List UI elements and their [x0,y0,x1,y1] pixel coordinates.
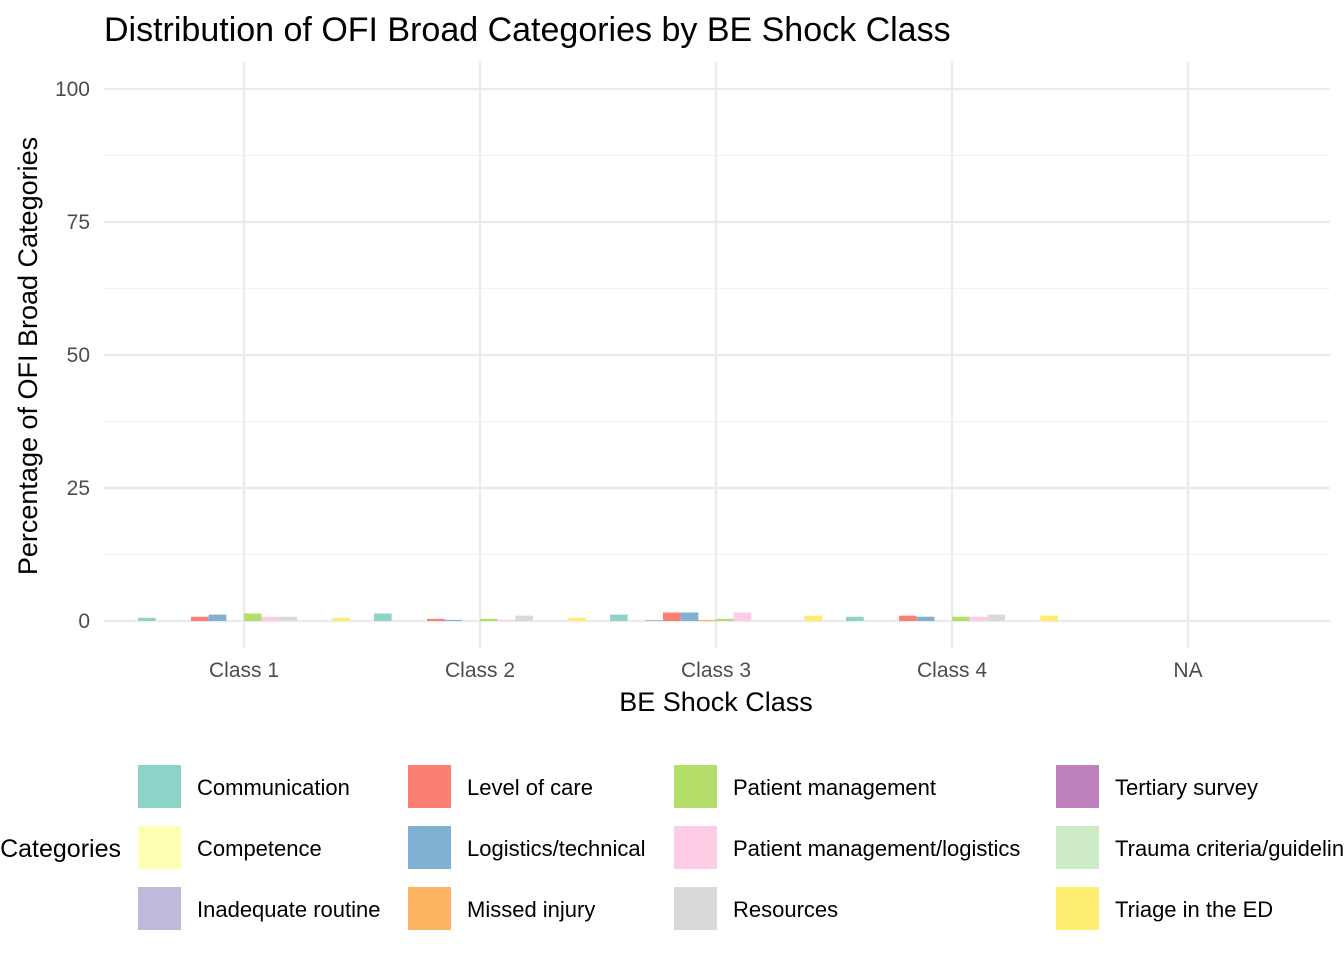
legend-label: Triage in the ED [1115,897,1273,922]
x-tick-label: Class 3 [681,659,751,682]
bar [480,618,498,621]
bar [716,618,734,621]
legend-label: Logistics/technical [467,836,646,861]
y-tick-label: 25 [67,477,90,500]
bar [138,617,156,621]
bar [568,617,586,621]
legend-label: Tertiary survey [1115,775,1258,800]
bar [916,616,935,621]
y-axis-ticks: 0 25 50 75 100 [55,78,90,633]
bar [698,619,716,621]
bar [261,616,280,621]
legend-swatch [1056,765,1099,808]
bar [279,616,297,621]
y-tick-label: 75 [67,211,90,234]
bar [804,615,822,621]
bars [138,612,1058,621]
bar [332,617,350,621]
legend-swatch [408,765,451,808]
legend-label: Communication [197,775,350,800]
bar [515,615,533,621]
bar [899,615,917,621]
x-tick-label: Class 4 [917,659,987,682]
legend: Categories Communication Competence Inadeq… [0,765,1344,930]
legend-label: Inadequate routine [197,897,381,922]
bar [969,616,988,621]
y-tick-label: 100 [55,78,90,101]
y-tick-label: 50 [67,344,90,367]
x-tick-label: Class 1 [209,659,279,682]
bar [610,614,628,621]
bar [645,619,663,621]
legend-label: Missed injury [467,897,595,922]
legend-label: Resources [733,897,838,922]
legend-label: Level of care [467,775,593,800]
bar [208,614,227,621]
bar [444,619,463,621]
legend-swatch [674,887,717,930]
chart-title: Distribution of OFI Broad Categories by … [104,11,951,49]
x-axis-ticks: Class 1 Class 2 Class 3 Class 4 NA [209,659,1203,682]
bar [846,616,864,621]
legend-swatch [674,826,717,869]
bar [1040,615,1058,621]
x-tick-label: NA [1173,659,1202,682]
legend-label: Competence [197,836,322,861]
bar [680,612,699,621]
bar [663,612,681,621]
legend-title: Categories [0,835,121,863]
bar [497,619,516,621]
legend-label: Trauma criteria/guidelines [1115,836,1344,861]
legend-label: Patient management/logistics [733,836,1020,861]
legend-label: Patient management [733,775,936,800]
bar [987,614,1005,621]
legend-swatch [408,887,451,930]
x-axis-title: BE Shock Class [619,687,813,717]
legend-swatch [674,765,717,808]
y-axis-title: Percentage of OFI Broad Categories [13,137,43,575]
legend-swatch [1056,887,1099,930]
x-tick-label: Class 2 [445,659,515,682]
bar [952,616,970,621]
bar [244,613,262,621]
legend-swatch [138,765,181,808]
legend-swatch [138,826,181,869]
bar [191,616,209,621]
bar [427,618,445,621]
grid [104,62,1330,648]
legend-swatch [408,826,451,869]
bar [374,613,392,621]
bar [733,612,752,621]
y-tick-label: 0 [78,610,90,633]
legend-swatch [1056,826,1099,869]
legend-swatch [138,887,181,930]
